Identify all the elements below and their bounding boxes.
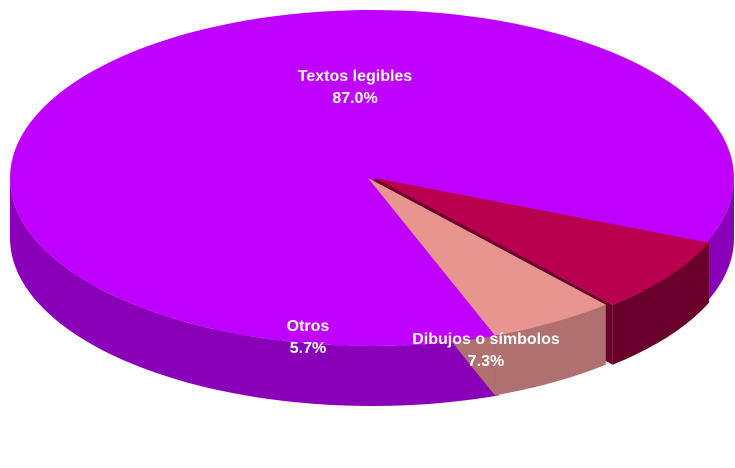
slice-label-textos-legibles: Textos legibles (298, 68, 413, 85)
slice-textos-legibles (9, 10, 735, 347)
slice-value-dibujos-o-simbolos: 7.3% (468, 353, 504, 370)
slice-rim-textos-legibles (10, 178, 499, 407)
slice-label-otros: Otros (287, 318, 330, 335)
pie-tops (9, 10, 735, 347)
slice-value-otros: 5.7% (290, 340, 326, 357)
slice-otros (368, 178, 606, 336)
pie-labels: Textos legibles 87.0% Dibujos o símbolos… (287, 68, 560, 370)
slice-dibujos-o-simbolos (375, 178, 710, 305)
slice-label-dibujos-o-simbolos: Dibujos o símbolos (412, 331, 560, 348)
slice-rim-textos-legibles-1 (706, 178, 734, 303)
slice-value-textos-legibles: 87.0% (332, 90, 377, 107)
